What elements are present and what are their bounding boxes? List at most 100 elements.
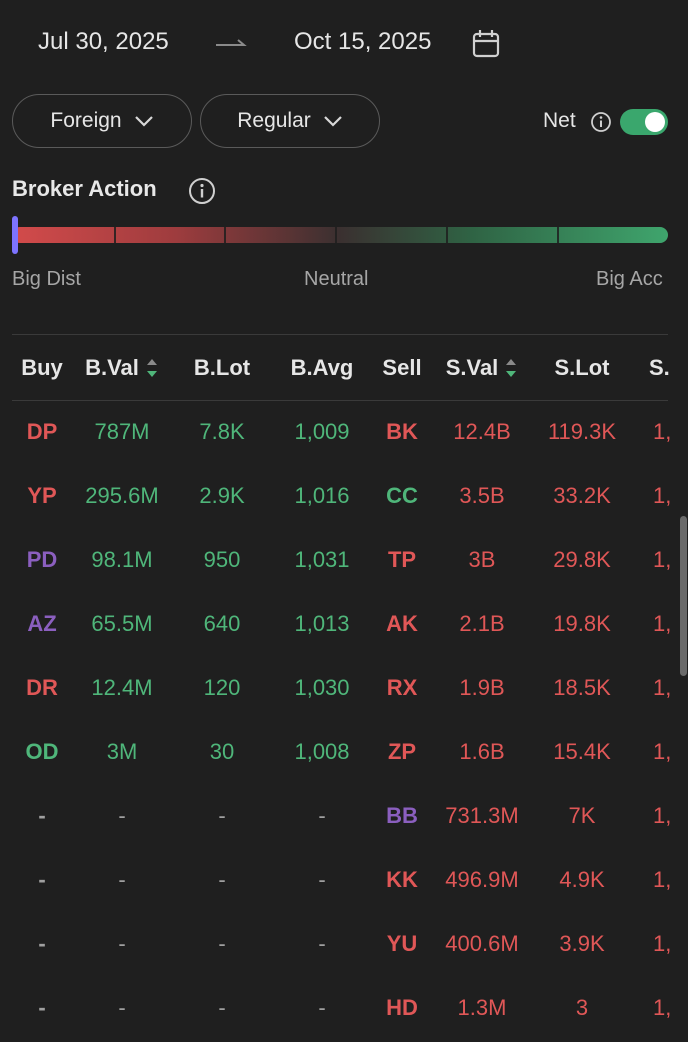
header-buy[interactable]: Buy xyxy=(12,336,72,400)
info-icon[interactable] xyxy=(590,111,612,133)
cell-s-val: 1.9B xyxy=(459,675,505,700)
calendar-icon[interactable] xyxy=(470,28,502,60)
cell-b-val: - xyxy=(118,995,126,1020)
cell-sell[interactable]: YU xyxy=(386,931,418,956)
cell-buy[interactable]: OD xyxy=(25,739,59,764)
cell-s-avg: 1, xyxy=(653,483,672,508)
cell-buy[interactable]: PD xyxy=(26,547,58,572)
scale-divider xyxy=(446,227,448,243)
cell-buy[interactable]: DP xyxy=(26,419,58,444)
cell-sell[interactable]: BK xyxy=(386,419,418,444)
header-s-lot-label: S.Lot xyxy=(554,355,610,380)
broker-action-scale xyxy=(12,216,668,254)
table-row[interactable]: - - - - HD 1.3M 3 1, xyxy=(0,976,676,1040)
cell-b-avg: - xyxy=(318,867,326,892)
cell-s-val: 3B xyxy=(468,547,496,572)
sort-icon xyxy=(146,359,157,377)
sort-icon xyxy=(506,359,517,377)
filter-bar: Foreign Regular Net xyxy=(12,94,676,150)
table-row[interactable]: - - - - BB 731.3M 7K 1, xyxy=(0,784,676,848)
scale-gradient-bar xyxy=(12,227,668,243)
end-date[interactable]: Oct 15, 2025 xyxy=(294,28,432,55)
header-sell-label: Sell xyxy=(382,355,422,380)
cell-b-val: 295.6M xyxy=(85,483,159,508)
cell-b-avg: - xyxy=(318,931,326,956)
cell-s-avg: 1, xyxy=(653,611,672,636)
cell-buy[interactable]: AZ xyxy=(27,611,57,636)
header-b-lot-label: B.Lot xyxy=(193,355,251,380)
table-row[interactable]: DP 787M 7.8K 1,009 BK 12.4B 119.3K 1, xyxy=(0,400,676,464)
cell-b-lot: - xyxy=(218,931,226,956)
cell-b-lot: 640 xyxy=(203,611,241,636)
cell-sell[interactable]: ZP xyxy=(387,739,417,764)
cell-s-val: 1.3M xyxy=(457,995,507,1020)
cell-b-lot: 2.9K xyxy=(199,483,245,508)
header-buy-label: Buy xyxy=(21,355,63,380)
table-row[interactable]: YP 295.6M 2.9K 1,016 CC 3.5B 33.2K 1, xyxy=(0,464,676,528)
table-row[interactable]: AZ 65.5M 640 1,013 AK 2.1B 19.8K 1, xyxy=(0,592,676,656)
cell-b-avg: 1,009 xyxy=(294,419,350,444)
chevron-down-icon xyxy=(134,116,153,127)
header-b-avg[interactable]: B.Avg xyxy=(272,336,372,400)
cell-s-val: 12.4B xyxy=(453,419,511,444)
header-s-lot[interactable]: S.Lot xyxy=(532,336,632,400)
market-dropdown[interactable]: Regular xyxy=(200,94,380,148)
header-s-avg[interactable]: S. xyxy=(632,336,676,400)
cell-b-val: 98.1M xyxy=(91,547,153,572)
cell-sell[interactable]: TP xyxy=(387,547,417,572)
cell-sell[interactable]: HD xyxy=(386,995,418,1020)
cell-s-lot: 119.3K xyxy=(547,419,617,444)
cell-b-val: 12.4M xyxy=(91,675,153,700)
cell-s-lot: 15.4K xyxy=(553,739,611,764)
cell-b-lot: 30 xyxy=(209,739,235,764)
scrollbar[interactable] xyxy=(680,516,687,676)
cell-sell[interactable]: CC xyxy=(386,483,418,508)
cell-b-lot: 7.8K xyxy=(199,419,245,444)
header-sell[interactable]: Sell xyxy=(372,336,432,400)
cell-s-lot: 18.5K xyxy=(553,675,611,700)
cell-b-val: 3M xyxy=(106,739,138,764)
investor-type-dropdown[interactable]: Foreign xyxy=(12,94,192,148)
table-row[interactable]: PD 98.1M 950 1,031 TP 3B 29.8K 1, xyxy=(0,528,676,592)
cell-b-val: 65.5M xyxy=(91,611,153,636)
cell-s-avg: 1, xyxy=(653,867,672,892)
table-row[interactable]: DR 12.4M 120 1,030 RX 1.9B 18.5K 1, xyxy=(0,656,676,720)
net-label: Net xyxy=(543,109,576,132)
net-toggle[interactable] xyxy=(620,109,668,135)
header-b-lot[interactable]: B.Lot xyxy=(172,336,272,400)
scale-divider xyxy=(114,227,116,243)
header-s-val-label: S.Val xyxy=(445,355,499,380)
info-icon[interactable] xyxy=(188,177,216,205)
table-row[interactable]: OD 3M 30 1,008 ZP 1.6B 15.4K 1, xyxy=(0,720,676,784)
header-s-val[interactable]: S.Val xyxy=(432,336,532,400)
cell-b-val: - xyxy=(118,931,126,956)
cell-s-val: 400.6M xyxy=(445,931,519,956)
table-row[interactable]: - - - - KK 496.9M 4.9K 1, xyxy=(0,848,676,912)
scale-divider xyxy=(224,227,226,243)
scale-label-big-acc: Big Acc xyxy=(596,268,663,290)
chevron-down-icon xyxy=(323,116,342,127)
cell-sell[interactable]: BB xyxy=(386,803,418,828)
cell-b-avg: 1,016 xyxy=(294,483,350,508)
header-b-val-label: B.Val xyxy=(85,355,139,380)
table-row[interactable]: - - - - YU 400.6M 3.9K 1, xyxy=(0,912,676,976)
cell-b-avg: 1,008 xyxy=(294,739,350,764)
cell-buy[interactable]: - xyxy=(38,867,46,892)
broker-action-title: Broker Action xyxy=(12,176,157,201)
cell-buy[interactable]: - xyxy=(38,995,46,1020)
start-date[interactable]: Jul 30, 2025 xyxy=(38,28,169,55)
cell-buy[interactable]: DR xyxy=(26,675,58,700)
cell-b-val: - xyxy=(118,867,126,892)
header-b-val[interactable]: B.Val xyxy=(72,336,172,400)
cell-buy[interactable]: YP xyxy=(27,483,57,508)
broker-summary-table: Buy B.Val B.Lot B.Avg Sell S.Val S.Lot S… xyxy=(0,336,676,1042)
cell-buy[interactable]: - xyxy=(38,931,46,956)
cell-b-lot: 950 xyxy=(203,547,241,572)
cell-sell[interactable]: KK xyxy=(386,867,418,892)
cell-sell[interactable]: AK xyxy=(386,611,418,636)
cell-s-val: 496.9M xyxy=(445,867,519,892)
cell-sell[interactable]: RX xyxy=(386,675,418,700)
cell-b-val: 787M xyxy=(94,419,150,444)
cell-buy[interactable]: - xyxy=(38,803,46,828)
cell-s-lot: 7K xyxy=(568,803,596,828)
